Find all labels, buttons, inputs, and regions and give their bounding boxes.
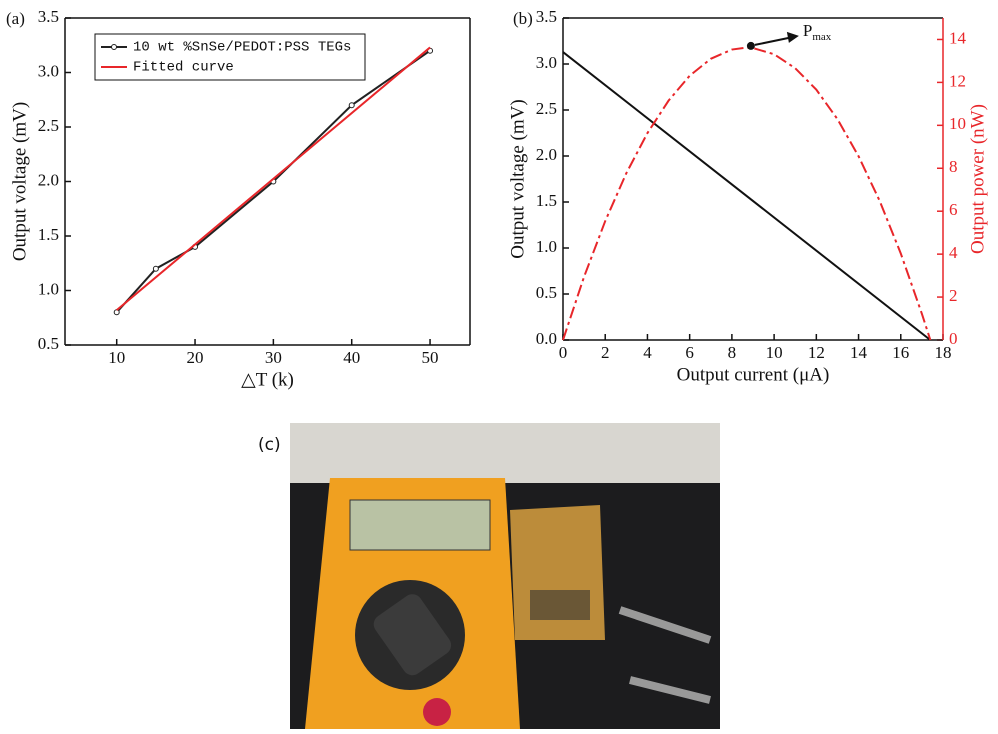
x-tick-label: 0: [559, 343, 568, 362]
x-tick-label: 16: [892, 343, 909, 362]
y2-tick-label: 10: [949, 114, 966, 133]
legend-marker: [111, 44, 117, 50]
y-tick-label: 3.0: [536, 53, 557, 72]
x-tick-label: 4: [643, 343, 652, 362]
series-line: [562, 51, 931, 341]
legend-label: 10 wt %SnSe/PEDOT:PSS TEGs: [133, 40, 351, 56]
x-tick-label: 10: [108, 348, 125, 367]
y-tick-label: 3.0: [38, 61, 59, 80]
x-tick-label: 14: [850, 343, 868, 362]
y-tick-label: 1.0: [38, 279, 59, 298]
x-tick-label: 20: [187, 348, 204, 367]
x-tick-label: 10: [766, 343, 783, 362]
y-tick-label: 2.0: [536, 145, 557, 164]
annotation-main: P: [803, 21, 812, 40]
knob: [373, 594, 452, 676]
x-tick-label: 30: [265, 348, 282, 367]
y-tick-label: 2.0: [38, 170, 59, 189]
y-tick-label: 0.5: [536, 283, 557, 302]
y-tick-label: 1.5: [536, 191, 557, 210]
multimeter-display: [349, 499, 491, 551]
probe: [629, 676, 711, 704]
y-tick-label: 2.5: [38, 116, 59, 135]
y2-tick-label: 14: [949, 28, 967, 47]
legend-box: [94, 33, 366, 81]
y2-tick-label: 4: [949, 243, 958, 262]
annotation-point: [746, 41, 755, 50]
panel-label: (a): [6, 9, 25, 28]
x-tick-label: 12: [808, 343, 825, 362]
annotation-text: Pmax: [803, 21, 832, 43]
x-tick-label: 40: [343, 348, 360, 367]
y2-tick-label: 8: [949, 157, 958, 176]
teg-device: [530, 590, 590, 620]
y2-tick-label: 6: [949, 200, 958, 219]
annotation-arrow: [754, 36, 790, 46]
data-point: [152, 265, 159, 272]
panel-label: (c): [258, 435, 281, 455]
legend-label: Fitted curve: [133, 60, 234, 76]
y-tick-label: 2.5: [536, 99, 557, 118]
y-axis-label: Output voltage (mV): [507, 99, 528, 258]
x-axis-label: Output current (μA): [677, 364, 830, 385]
x-tick-label: 18: [935, 343, 952, 362]
x-tick-label: 2: [601, 343, 610, 362]
y-tick-label: 1.0: [536, 237, 557, 256]
photo: [290, 423, 720, 729]
annotation-subscript: max: [812, 30, 831, 42]
y-axis-label: Output voltage (mV): [9, 102, 30, 261]
x-axis-label: △T (k): [241, 369, 294, 390]
y-tick-label: 0.0: [536, 329, 557, 348]
panel-label: (b): [513, 9, 533, 28]
series-line: [116, 46, 431, 311]
x-tick-label: 50: [422, 348, 439, 367]
arrow-head: [786, 31, 799, 43]
wall: [290, 423, 720, 483]
x-tick-label: 6: [685, 343, 694, 362]
y-tick-label: 0.5: [38, 334, 59, 353]
y2-tick-label: 0: [949, 329, 958, 348]
data-point: [113, 309, 120, 316]
x-tick-label: 8: [728, 343, 737, 362]
series-line: [115, 49, 431, 313]
y-tick-label: 3.5: [38, 7, 59, 26]
probe: [618, 606, 712, 644]
y-tick-label: 1.5: [38, 225, 59, 244]
data-point: [348, 102, 355, 109]
y2-tick-label: 12: [949, 71, 966, 90]
probe-socket: [423, 698, 451, 726]
y2-tick-label: 2: [949, 286, 958, 305]
y2-axis-label: Output power (nW): [967, 104, 988, 254]
y-tick-label: 3.5: [536, 7, 557, 26]
